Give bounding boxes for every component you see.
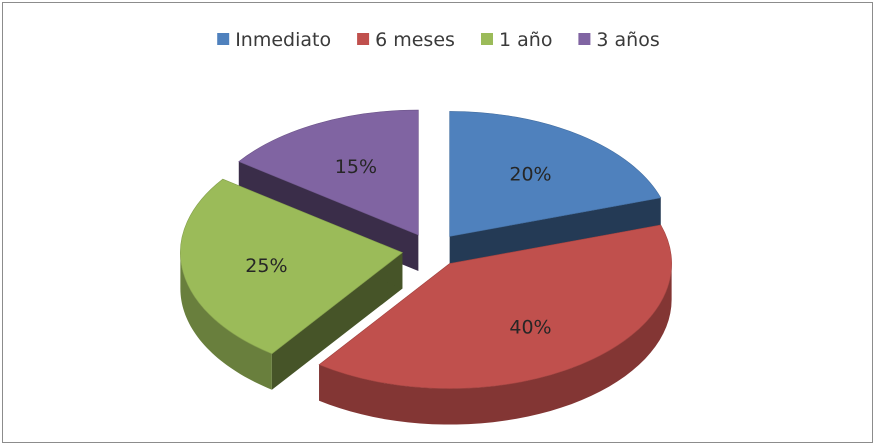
data-label-6-meses: 40% (509, 316, 551, 338)
slice-inmediato-top (449, 111, 662, 237)
data-label-3-años: 15% (335, 156, 377, 178)
data-label-inmediato: 20% (509, 164, 551, 186)
slice-6-meses-side (319, 263, 672, 425)
data-label-1-año: 25% (245, 255, 287, 277)
legend-label-inmediato: Inmediato (235, 29, 331, 51)
legend-label-1-año: 1 año (499, 29, 552, 51)
legend-swatch-6-meses (357, 33, 370, 45)
legend-swatch-inmediato (217, 33, 230, 45)
slice-6-meses-top (318, 224, 672, 389)
legend-swatch-3-años (578, 33, 591, 45)
slice-1-año-top (180, 178, 403, 355)
legend-label-3-años: 3 años (596, 29, 659, 51)
slice-3-años-top (238, 109, 419, 236)
slice-6-meses (318, 224, 672, 425)
legend-label-6-meses: 6 meses (375, 29, 455, 51)
legend: Inmediato 6 meses 1 año 3 años (217, 29, 660, 51)
pie-slices (180, 109, 672, 425)
legend-swatch-1-año (481, 33, 493, 45)
slice-1-año-wall (271, 252, 403, 390)
slice-1-año (180, 178, 403, 390)
slice-1-año-side (180, 252, 272, 390)
pie-data-labels: 15% 20% 25% 40% (245, 156, 551, 338)
